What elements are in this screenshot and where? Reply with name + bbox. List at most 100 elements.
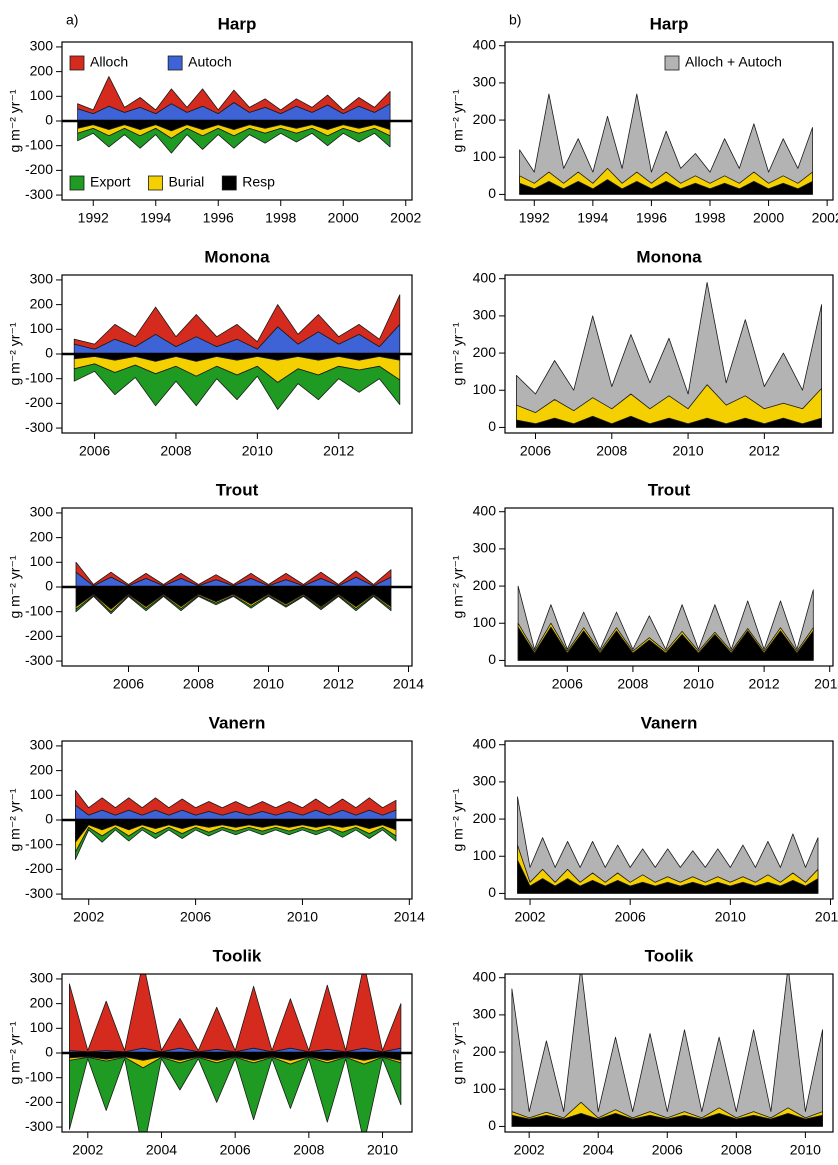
area (511, 974, 823, 1127)
y-tick-label: 200 (30, 62, 54, 78)
y-axis-label: g m⁻² yr⁻¹ (7, 788, 23, 851)
x-tick-label: 2012 (323, 676, 354, 692)
y-tick-label: 100 (473, 1080, 497, 1096)
panel: Trout g m⁻² yr⁻¹ -300 -200 -100 0 100 200 300 200… (7, 480, 425, 691)
y-tick-label: 300 (30, 970, 54, 986)
y-tick-label: 100 (473, 614, 497, 630)
y-axis-label: g m⁻² yr⁻¹ (450, 322, 466, 385)
y-axis-label: g m⁻² yr⁻¹ (7, 322, 23, 385)
x-tick-label: 2014 (814, 676, 838, 692)
area (77, 76, 391, 114)
y-tick-label: 300 (473, 540, 497, 556)
panel-title: Harp (218, 14, 257, 33)
y-tick-label: 400 (473, 36, 497, 52)
panel-label: a) (66, 12, 78, 28)
y-tick-label: 0 (488, 651, 496, 667)
x-tick-label: 2006 (615, 909, 646, 925)
x-tick-label: 2002 (72, 1142, 103, 1158)
y-tick-label: -300 (25, 419, 53, 435)
x-tick-label: 2002 (73, 909, 104, 925)
y-tick-label: -300 (25, 186, 53, 202)
y-tick-label: 200 (30, 295, 54, 311)
legend-item: Resp (221, 174, 275, 191)
plot-frame (504, 41, 834, 201)
panel: Toolik g m⁻² yr⁻¹ 0 100 200 300 400 2002 2004 200… (450, 946, 834, 1158)
x-tick-label: 2010 (683, 676, 714, 692)
y-axis-label: g m⁻² yr⁻¹ (450, 555, 466, 618)
y-tick-label: 300 (473, 1006, 497, 1022)
panel-title: Vanern (209, 713, 266, 732)
legend-label: Autoch (188, 54, 232, 70)
x-tick-label: 2006 (113, 676, 144, 692)
y-tick-label: 200 (473, 344, 497, 360)
plot-area (62, 561, 412, 615)
panel: Vanern g m⁻² yr⁻¹ 0 100 200 300 400 2002 2006 201… (450, 713, 838, 924)
legend-item: Export (69, 174, 131, 191)
y-tick-label: 200 (30, 994, 54, 1010)
y-tick-label: 100 (30, 320, 54, 336)
x-tick-label: 2000 (328, 210, 359, 226)
y-tick-label: 100 (30, 553, 54, 569)
panel-title: Trout (216, 480, 259, 499)
x-tick-label: 2010 (715, 909, 746, 925)
y-tick-label: 400 (473, 968, 497, 984)
y-tick-label: 400 (473, 502, 497, 518)
x-tick-label: 1994 (140, 210, 171, 226)
plot-frame (61, 973, 413, 1133)
plot-area (62, 294, 412, 410)
x-tick-label: 2008 (596, 443, 627, 459)
panel-label: b) (509, 12, 521, 28)
panel-title: Monona (636, 247, 702, 266)
legend-swatch (69, 55, 85, 71)
plot-area (519, 93, 813, 195)
plot-frame (61, 274, 413, 434)
y-tick-label: 0 (488, 418, 496, 434)
x-tick-label: 2008 (160, 443, 191, 459)
panel: Monona g m⁻² yr⁻¹ 0 100 200 300 400 2006 2008 201… (450, 247, 834, 459)
x-tick-label: 2012 (749, 443, 780, 459)
legend-item: Autoch (167, 54, 232, 71)
y-tick-label: 300 (30, 38, 54, 54)
area (69, 974, 402, 1053)
x-tick-label: 2010 (253, 676, 284, 692)
panel: Harp a) g m⁻² yr⁻¹ -300 -200 -100 0 100 200 300 19… (7, 12, 422, 226)
panel-title: Vanern (641, 713, 698, 732)
x-tick-label: 2008 (183, 676, 214, 692)
y-tick-label: 300 (30, 271, 54, 287)
y-tick-label: -200 (25, 161, 53, 177)
y-tick-label: 300 (30, 504, 54, 520)
y-tick-label: 400 (473, 735, 497, 751)
panel: Vanern g m⁻² yr⁻¹ -300 -200 -100 0 100 200 300 20… (7, 713, 425, 924)
y-tick-label: 0 (488, 185, 496, 201)
x-tick-label: 2006 (652, 1142, 683, 1158)
x-tick-label: 2000 (753, 210, 784, 226)
area (73, 294, 401, 350)
legend-swatch (167, 55, 183, 71)
panel: Trout g m⁻² yr⁻¹ 0 100 200 300 400 2006 2008 2010… (450, 480, 838, 691)
x-tick-label: 2002 (514, 1142, 545, 1158)
y-tick-label: -200 (25, 1093, 53, 1109)
panel-title: Monona (204, 247, 270, 266)
area (75, 561, 392, 587)
x-tick-label: 2012 (749, 676, 780, 692)
plot-area (62, 974, 412, 1132)
legend-label: Resp (242, 174, 275, 190)
x-tick-label: 2008 (721, 1142, 752, 1158)
x-tick-label: 1994 (577, 210, 608, 226)
area (75, 827, 397, 860)
y-tick-label: 200 (473, 577, 497, 593)
y-axis-label: g m⁻² yr⁻¹ (450, 788, 466, 851)
x-tick-label: 2012 (323, 443, 354, 459)
y-tick-label: -100 (25, 369, 53, 385)
legend-item: Alloch + Autoch (664, 54, 782, 71)
y-tick-label: 0 (45, 578, 53, 594)
area (517, 844, 819, 887)
plot-area (516, 282, 822, 428)
panel-title: Toolik (645, 946, 694, 965)
y-tick-label: -100 (25, 1068, 53, 1084)
y-tick-label: -100 (25, 835, 53, 851)
y-tick-label: -300 (25, 885, 53, 901)
y-tick-label: -200 (25, 860, 53, 876)
plot-area (62, 790, 412, 860)
y-tick-label: 100 (473, 148, 497, 164)
